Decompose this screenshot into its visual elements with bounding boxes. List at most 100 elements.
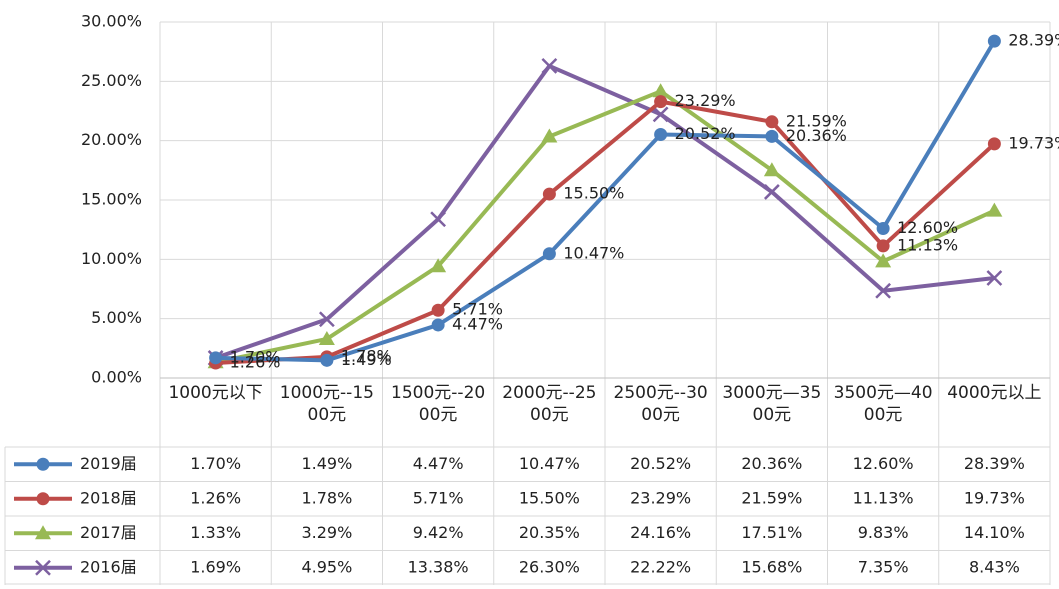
- x-category-cell: 2500元--3000元: [614, 383, 708, 425]
- point: [986, 270, 1003, 286]
- x-tick-label: 1500元--2000元: [391, 383, 486, 425]
- table-cell: 1.33%: [190, 523, 241, 542]
- data-label: 4.47%: [452, 314, 503, 333]
- data-label: 28.39%: [1008, 31, 1059, 50]
- data-label: 20.36%: [786, 126, 847, 145]
- point: [35, 525, 51, 540]
- table-cell: 26.30%: [519, 557, 580, 576]
- point: [654, 95, 668, 109]
- point: [654, 127, 668, 141]
- table-cell: 5.71%: [413, 488, 464, 507]
- table-cell: 20.52%: [630, 454, 691, 473]
- point: [875, 253, 892, 268]
- y-tick-label: 25.00%: [81, 71, 142, 90]
- x-category-cell: 3500元—4000元: [833, 383, 933, 425]
- legend-label: 2017届: [80, 523, 137, 542]
- table-cell: 7.35%: [858, 557, 909, 576]
- point: [430, 211, 447, 228]
- series-line: [215, 40, 997, 363]
- x-tick-label: 3500元—4000元: [833, 383, 933, 425]
- table-cell: 15.68%: [741, 557, 802, 576]
- x-tick-label: 4000元以上: [947, 383, 1042, 403]
- point: [876, 239, 890, 253]
- point: [875, 282, 892, 299]
- table-cell: 10.47%: [519, 454, 580, 473]
- legend-label: 2016届: [80, 557, 137, 576]
- y-tick-label: 0.00%: [91, 368, 142, 387]
- data-label: 20.52%: [675, 124, 736, 143]
- table-cell: 4.47%: [413, 454, 464, 473]
- point: [876, 221, 890, 235]
- data-label: 5.71%: [452, 300, 503, 319]
- point: [765, 129, 779, 143]
- point: [209, 351, 223, 365]
- y-tick-label: 15.00%: [81, 190, 142, 209]
- series-line: [214, 63, 995, 360]
- table-cell: 3.29%: [301, 523, 352, 542]
- table-cell: 8.43%: [969, 557, 1020, 576]
- point: [318, 311, 335, 328]
- table-cell: 28.39%: [964, 454, 1025, 473]
- table-cell: 23.29%: [630, 488, 691, 507]
- table-cell: 21.59%: [741, 488, 802, 507]
- point: [763, 162, 780, 177]
- table-cell: 12.60%: [853, 454, 914, 473]
- data-label: 23.29%: [675, 91, 736, 110]
- y-tick-label: 20.00%: [81, 130, 142, 149]
- point: [320, 353, 334, 367]
- point: [986, 202, 1003, 217]
- table-cell: 9.42%: [413, 523, 464, 542]
- x-category-cell: 1500元--2000元: [391, 383, 486, 425]
- point: [431, 303, 445, 317]
- data-label: 1.49%: [341, 350, 392, 369]
- x-category-cell: 4000元以上: [947, 383, 1042, 403]
- point: [36, 457, 50, 471]
- table-cell: 1.69%: [190, 557, 241, 576]
- data-label: 1.78%: [341, 346, 392, 365]
- point: [763, 184, 780, 200]
- x-category-cell: 1000元以下: [168, 383, 263, 403]
- data-label: 21.59%: [786, 111, 847, 130]
- table-cell: 1.26%: [190, 488, 241, 507]
- point: [35, 559, 51, 576]
- point: [318, 330, 335, 345]
- table-cell: 14.10%: [964, 523, 1025, 542]
- series-line: [215, 99, 996, 366]
- table-cell: 22.22%: [630, 557, 691, 576]
- x-tick-label: 3000元—3500元: [722, 383, 822, 425]
- point: [430, 258, 447, 273]
- point: [431, 318, 445, 332]
- x-tick-label: 1000元--1500元: [279, 383, 374, 425]
- table-cell: 19.73%: [964, 488, 1025, 507]
- legend-label: 2018届: [80, 488, 137, 507]
- x-category-cell: 3000元—3500元: [722, 383, 822, 425]
- point: [652, 106, 669, 123]
- y-tick-label: 10.00%: [81, 249, 142, 268]
- x-category-cell: 1000元--1500元: [279, 383, 374, 425]
- point: [541, 58, 558, 74]
- x-tick-label: 1000元以下: [168, 383, 263, 403]
- data-label: 10.47%: [563, 243, 624, 262]
- x-tick-label: 2000元--2500元: [502, 383, 597, 425]
- data-label: 19.73%: [1008, 133, 1059, 152]
- table-cell: 17.51%: [741, 523, 802, 542]
- table-cell: 9.83%: [858, 523, 909, 542]
- table-cell: 4.95%: [301, 557, 352, 576]
- table-cell: 11.13%: [853, 488, 914, 507]
- legend-label: 2019届: [80, 454, 137, 473]
- y-tick-label: 5.00%: [91, 308, 142, 327]
- data-label: 1.70%: [230, 347, 281, 366]
- data-label: 15.50%: [563, 184, 624, 203]
- data-label: 12.60%: [897, 218, 958, 237]
- table-cell: 13.38%: [408, 557, 469, 576]
- table-cell: 20.35%: [519, 523, 580, 542]
- point: [542, 187, 556, 201]
- table-cell: 1.70%: [190, 454, 241, 473]
- y-tick-label: 30.00%: [81, 12, 142, 31]
- x-category-cell: 2000元--2500元: [502, 383, 597, 425]
- series-line: [215, 89, 996, 365]
- point: [542, 247, 556, 261]
- point: [987, 137, 1001, 151]
- point: [541, 128, 558, 143]
